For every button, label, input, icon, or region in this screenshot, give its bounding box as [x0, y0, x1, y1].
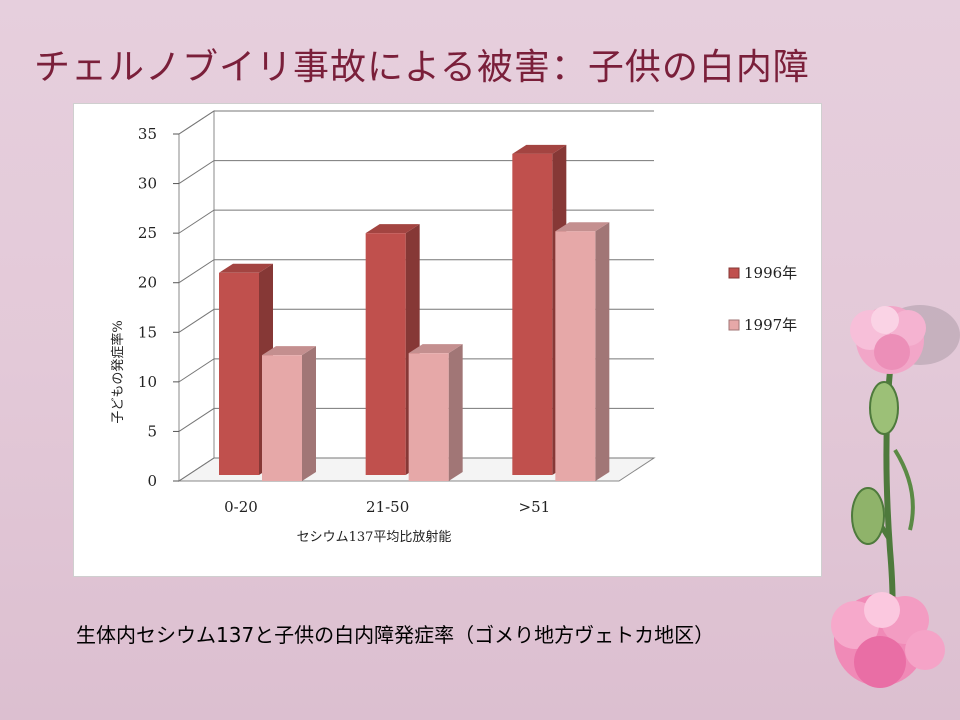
y-tick-label: 25	[138, 224, 157, 242]
bar-top	[262, 346, 316, 356]
slide-title: チェルノブイリ事故による被害：子供の白内障	[34, 47, 810, 88]
y-tick-label: 10	[138, 373, 157, 391]
gridline	[178, 308, 654, 333]
y-tick-label: 35	[138, 125, 157, 143]
y-tick-label: 0	[147, 472, 157, 490]
bar-front	[365, 233, 406, 475]
bar-front	[512, 153, 553, 476]
legend-swatch	[728, 319, 740, 331]
bar-front	[219, 272, 259, 475]
slide-caption: 生体内セシウム137と子供の白内障発症率（ゴメり地方ヴェトカ地区）	[76, 623, 715, 647]
gridline	[178, 209, 654, 234]
y-tick-label: 30	[138, 175, 157, 193]
bar-top	[365, 224, 420, 234]
bar-1997-0	[262, 346, 316, 481]
flower-top	[850, 306, 926, 374]
bar-chart: 0 5 10 15 20 25 30 35 0-20 21-50 >51 子どもの発症率% セシウ…	[110, 110, 797, 545]
x-tick-label: 0-20	[224, 498, 258, 516]
bar-side	[448, 344, 463, 481]
gridline	[178, 110, 654, 135]
chart-legend: 1996年 1997年	[728, 264, 797, 334]
bar-top	[512, 144, 567, 154]
bar-1997-1	[408, 344, 463, 481]
bar-front	[262, 355, 302, 481]
y-axis-ticks: 0 5 10 15 20 25 30 35	[138, 125, 179, 490]
legend-swatch	[728, 267, 740, 279]
side-wall	[178, 110, 215, 482]
bar-front	[408, 353, 449, 481]
y-axis-label: 子どもの発症率%	[110, 320, 126, 423]
bar-top	[408, 344, 463, 354]
bar-top	[219, 263, 273, 273]
chart-gridlines	[178, 110, 654, 482]
gridline	[178, 457, 654, 482]
x-axis-label: セシウム137平均比放射能	[297, 529, 452, 545]
legend-label: 1996年	[744, 264, 797, 282]
x-axis-ticks: 0-20 21-50 >51	[224, 498, 550, 516]
flower-bottom	[831, 592, 945, 688]
x-tick-label: 21-50	[366, 498, 409, 516]
bar-top	[555, 222, 610, 232]
x-tick-label: >51	[519, 498, 551, 516]
y-tick-label: 15	[138, 323, 157, 341]
gridline	[178, 358, 654, 383]
gridline	[178, 259, 654, 284]
chart-bars	[219, 144, 610, 481]
bar-1997-2	[555, 222, 610, 481]
y-tick-label: 20	[138, 274, 157, 292]
bar-front	[555, 231, 596, 481]
y-tick-label: 5	[147, 422, 157, 440]
legend-label: 1997年	[744, 316, 797, 334]
bar-side	[595, 222, 610, 481]
gridline	[178, 407, 654, 432]
bar-side	[302, 346, 316, 481]
carnation-decoration	[831, 305, 960, 688]
gridline	[178, 160, 654, 184]
chart-panel: 0 5 10 15 20 25 30 35 0-20 21-50 >51 子どもの発症率% セシウ…	[73, 103, 822, 577]
